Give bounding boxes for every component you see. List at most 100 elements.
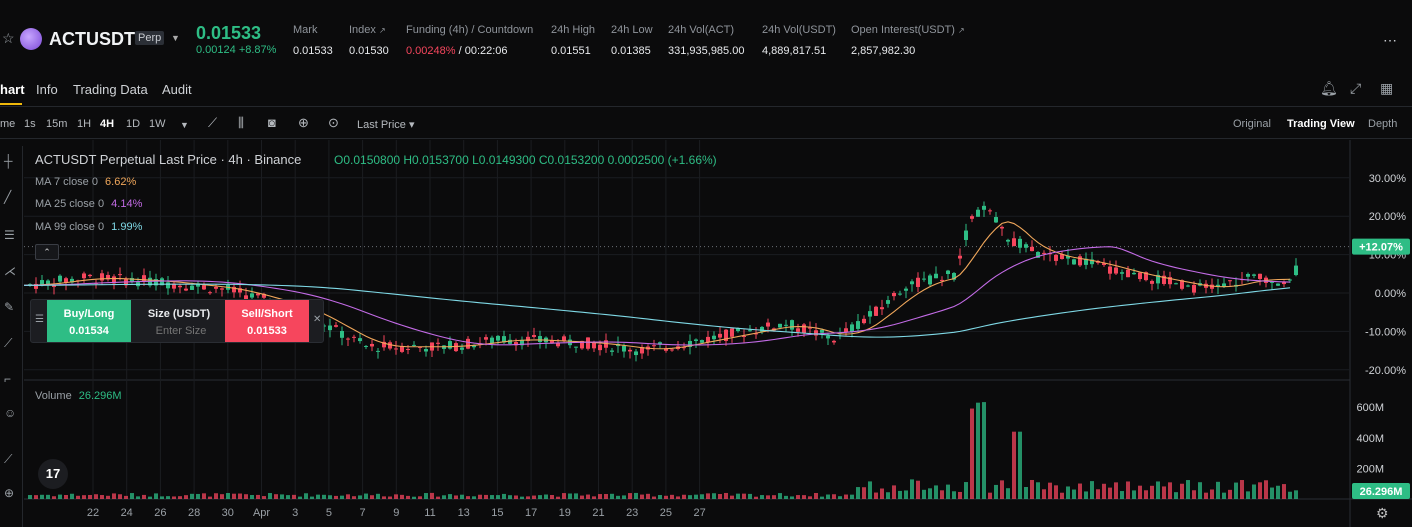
fullscreen-icon[interactable]: ⤢: [1350, 80, 1362, 96]
fib-icon[interactable]: ☰: [4, 228, 15, 242]
candle-body: [952, 273, 956, 280]
candle-body: [190, 285, 194, 290]
candle-body: [514, 342, 518, 346]
candle-body: [1186, 285, 1190, 287]
interval-1d[interactable]: 1D: [126, 118, 141, 130]
volume-bar: [664, 495, 668, 499]
stat-open-interest[interactable]: Open Interest(USDT) ↗ 2,857,982.30: [851, 24, 965, 57]
stat-index[interactable]: Index ↗ 0.01530: [349, 24, 389, 57]
candle-body: [586, 337, 590, 349]
quick-order-panel: ☰ Buy/Long 0.01534 Size (USDT) Sell/Shor…: [30, 299, 324, 343]
view-depth[interactable]: Depth: [1368, 118, 1398, 130]
volume-bar: [268, 493, 272, 499]
volume-bar: [1222, 492, 1226, 499]
candle-body: [808, 327, 812, 329]
collapse-legend-icon[interactable]: ⌃: [35, 244, 59, 260]
settings-gear-icon[interactable]: ⚙: [1376, 505, 1389, 521]
volume-bar: [58, 494, 62, 499]
volume-bar: [280, 494, 284, 499]
indicator-icon[interactable]: ⟋: [208, 115, 218, 130]
volume-bar: [1114, 482, 1118, 499]
interval-1w[interactable]: 1W: [149, 118, 166, 130]
candle-body: [820, 329, 824, 333]
funding-rate: 0.00248%: [406, 45, 456, 57]
volume-bar: [1132, 490, 1136, 499]
bell-icon[interactable]: 🔔︎: [1320, 80, 1338, 96]
trendline-icon[interactable]: ╱: [4, 190, 12, 204]
symbol-name[interactable]: ACTUSDT: [49, 29, 135, 49]
text-icon[interactable]: ⌐: [4, 372, 12, 386]
emoji-icon[interactable]: ☺: [4, 406, 17, 420]
candle-body: [910, 281, 914, 285]
volume-bar: [376, 493, 380, 499]
time-label[interactable]: me: [0, 118, 16, 130]
volume-bar: [598, 494, 602, 499]
tab-audit[interactable]: Audit: [162, 82, 192, 97]
brush-icon[interactable]: ✎: [4, 300, 15, 314]
size-input[interactable]: [139, 324, 223, 338]
camera-icon[interactable]: ◙: [268, 115, 276, 130]
add-icon[interactable]: ⊕: [298, 115, 309, 130]
candle-body: [334, 325, 338, 327]
symbol-dropdown-icon[interactable]: ▼: [171, 33, 180, 43]
candle-type-icon[interactable]: ⫼: [238, 115, 244, 130]
measure-icon[interactable]: ⟋: [4, 336, 13, 350]
interval-dropdown-icon[interactable]: ▼: [180, 120, 189, 130]
volume-bar: [1162, 486, 1166, 499]
candle-body: [658, 342, 662, 345]
volume-bar: [964, 482, 968, 499]
volume-bar: [718, 494, 722, 499]
candle-body: [1162, 275, 1166, 284]
interval-4h[interactable]: 4H: [100, 118, 115, 130]
tab-chart[interactable]: hart: [0, 82, 25, 97]
interval-1h[interactable]: 1H: [77, 118, 92, 130]
favorite-star-icon[interactable]: ☆: [2, 30, 15, 46]
candle-body: [724, 329, 728, 341]
candle-body: [760, 326, 764, 332]
candle-body: [868, 311, 872, 317]
candle-body: [784, 324, 788, 326]
volume-bar: [1108, 487, 1112, 499]
more-menu-icon[interactable]: ⋯: [1383, 32, 1398, 48]
volume-bar: [928, 488, 932, 499]
current-volume-tag: 26.296M: [1360, 486, 1403, 498]
tab-trading-data[interactable]: Trading Data: [73, 82, 148, 97]
candle-body: [1000, 226, 1004, 229]
crosshair-icon[interactable]: ┼: [4, 154, 13, 168]
target-icon[interactable]: ⊙: [328, 115, 339, 130]
ma99-legend: MA 99 close 0 1.99%: [35, 221, 143, 233]
candle-body: [538, 336, 542, 343]
zoom-icon[interactable]: ⊕: [4, 486, 15, 500]
buy-long-button[interactable]: Buy/Long 0.01534: [47, 300, 131, 342]
volume-bar: [592, 496, 596, 499]
ruler-icon[interactable]: ⟋: [4, 452, 13, 466]
tab-info[interactable]: Info: [36, 82, 58, 97]
y-tick-label: 0.00%: [1375, 288, 1406, 300]
volume-bar: [976, 402, 980, 499]
candle-body: [562, 336, 566, 341]
volume-bar: [220, 494, 224, 499]
x-tick-label: 7: [360, 507, 366, 519]
drag-handle-icon[interactable]: ☰: [35, 314, 44, 325]
interval-15m[interactable]: 15m: [46, 118, 68, 130]
volume-bar: [826, 494, 830, 499]
close-icon[interactable]: ✕: [313, 314, 322, 325]
view-original[interactable]: Original: [1233, 118, 1271, 130]
candle-body: [532, 335, 536, 337]
volume-bar: [304, 493, 308, 499]
interval-1s[interactable]: 1s: [24, 118, 36, 130]
candle-body: [208, 292, 212, 294]
price-type-select[interactable]: Last Price ▾: [357, 119, 415, 131]
candle-body: [976, 209, 980, 217]
tradingview-logo[interactable]: 17: [38, 459, 68, 489]
sell-short-button[interactable]: Sell/Short 0.01533: [225, 300, 309, 342]
view-trading-view[interactable]: Trading View: [1287, 118, 1355, 130]
candle-body: [1216, 284, 1220, 287]
candle-body: [1192, 284, 1196, 293]
volume-bar: [496, 495, 500, 499]
layout-grid-icon[interactable]: ▦: [1380, 80, 1394, 96]
pattern-icon[interactable]: ⋌: [4, 264, 16, 278]
candle-body: [892, 292, 896, 297]
x-tick-label: 15: [491, 507, 503, 519]
candle-body: [994, 217, 998, 223]
